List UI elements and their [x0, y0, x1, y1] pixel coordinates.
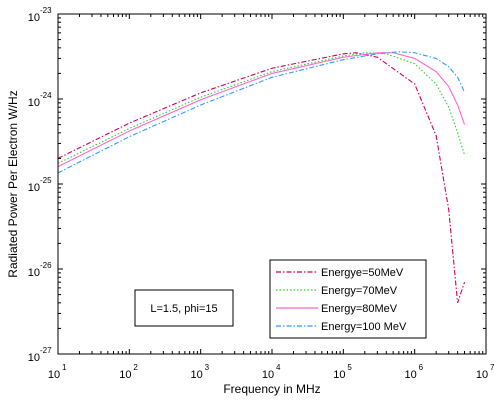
x-tick-label: 10 — [333, 369, 345, 381]
legend-frame — [269, 259, 427, 339]
axis-ticks — [57, 13, 487, 355]
x-tick-exponent: 1 — [62, 363, 67, 372]
y-tick-label: 10 — [28, 352, 40, 364]
plot-lines — [57, 51, 466, 303]
y-tick-exponent: -24 — [40, 91, 52, 100]
x-tick-exponent: 5 — [347, 363, 352, 372]
y-tick-label: 10 — [28, 267, 40, 279]
y-tick-label: 10 — [28, 97, 40, 109]
axis-tick-labels: 10110210310410510610710-2710-2610-2510-2… — [28, 6, 495, 381]
x-tick-exponent: 2 — [133, 363, 138, 372]
x-tick-label: 10 — [48, 369, 60, 381]
x-tick-label: 10 — [476, 369, 488, 381]
x-tick-exponent: 3 — [205, 363, 210, 372]
x-tick-exponent: 7 — [490, 363, 495, 372]
y-axis-label: Radiated Power Per Electron W/Hz — [6, 90, 20, 277]
x-tick-label: 10 — [119, 369, 131, 381]
annotation-frame — [134, 289, 234, 327]
legend-label: Energye=50MeV — [321, 267, 404, 279]
legend: Energye=50MeV Energy=70MeV Energy=80MeV Ene… — [269, 259, 427, 339]
annotation-text: L=1.5, phi=15 — [150, 303, 217, 315]
y-tick-label: 10 — [28, 182, 40, 194]
x-tick-label: 10 — [191, 369, 203, 381]
y-tick-exponent: -25 — [40, 176, 52, 185]
x-tick-exponent: 6 — [419, 363, 424, 372]
x-tick-exponent: 4 — [276, 363, 281, 372]
legend-label: Energy=100 MeV — [321, 321, 407, 333]
series-line-2 — [57, 52, 466, 164]
y-tick-exponent: -27 — [40, 346, 52, 355]
x-axis-label: Frequency in MHz — [223, 382, 320, 396]
x-tick-label: 10 — [262, 369, 274, 381]
legend-label: Energy=70MeV — [321, 285, 398, 297]
y-tick-label: 10 — [28, 12, 40, 24]
x-tick-label: 10 — [405, 369, 417, 381]
annotation-box: L=1.5, phi=15 — [134, 289, 234, 327]
series-line-1 — [57, 52, 466, 303]
legend-label: Energy=80MeV — [321, 303, 398, 315]
y-tick-exponent: -26 — [40, 261, 52, 270]
y-tick-exponent: -23 — [40, 6, 52, 15]
